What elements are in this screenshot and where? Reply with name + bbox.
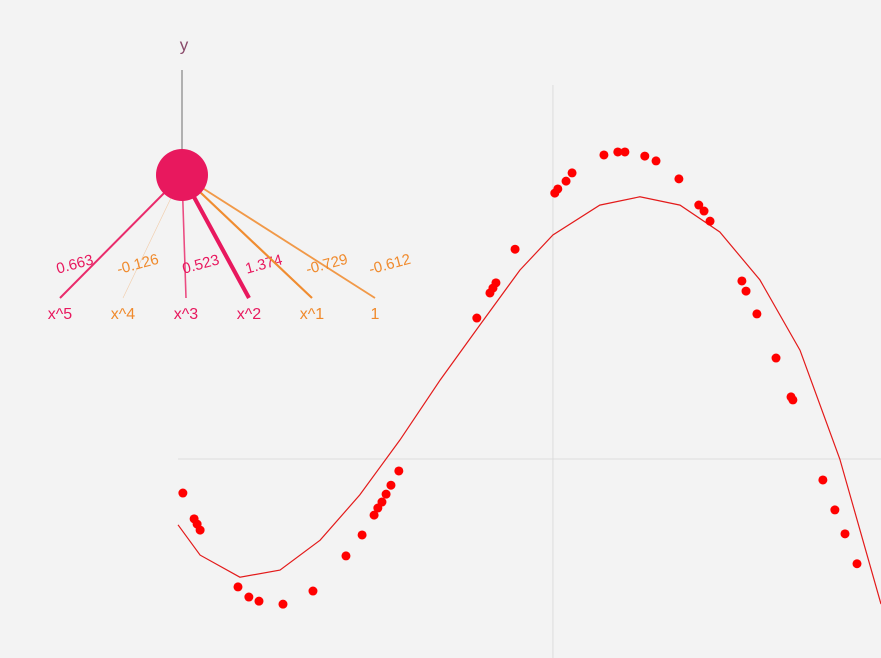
weight-label: 0.523 bbox=[181, 251, 222, 277]
point bbox=[278, 599, 288, 609]
input-label: x^1 bbox=[300, 306, 325, 323]
point bbox=[674, 174, 684, 184]
point bbox=[852, 559, 862, 569]
output-node bbox=[156, 149, 208, 201]
weight-label: -0.612 bbox=[367, 251, 412, 278]
point bbox=[752, 309, 762, 319]
point bbox=[830, 505, 840, 515]
weight-label: -0.729 bbox=[304, 251, 349, 278]
point bbox=[788, 395, 798, 405]
point bbox=[491, 278, 501, 288]
point bbox=[613, 147, 623, 157]
point bbox=[377, 497, 387, 507]
point bbox=[233, 582, 243, 592]
input-label: x^3 bbox=[174, 306, 199, 323]
point bbox=[553, 184, 563, 194]
weight-label: 0.663 bbox=[55, 251, 96, 277]
point bbox=[357, 530, 367, 540]
point bbox=[254, 596, 264, 606]
point bbox=[381, 489, 391, 499]
weight-label: -0.126 bbox=[115, 251, 160, 278]
point bbox=[386, 480, 396, 490]
point bbox=[705, 216, 715, 226]
weight-link bbox=[59, 174, 183, 299]
point bbox=[394, 466, 404, 476]
point bbox=[640, 151, 650, 161]
point bbox=[561, 176, 571, 186]
point bbox=[472, 313, 482, 323]
point bbox=[567, 168, 577, 178]
point bbox=[694, 200, 704, 210]
input-label: x^4 bbox=[111, 306, 136, 323]
point bbox=[771, 353, 781, 363]
input-label: 1 bbox=[371, 306, 380, 323]
point bbox=[620, 147, 630, 157]
point bbox=[308, 586, 318, 596]
input-label: x^5 bbox=[48, 306, 73, 323]
fit-curve bbox=[177, 196, 881, 605]
point bbox=[818, 475, 828, 485]
point bbox=[244, 592, 254, 602]
point bbox=[741, 286, 751, 296]
point bbox=[341, 551, 351, 561]
point bbox=[599, 150, 609, 160]
point bbox=[510, 244, 520, 254]
point bbox=[178, 488, 188, 498]
point bbox=[840, 529, 850, 539]
weight-link bbox=[181, 174, 376, 299]
point bbox=[699, 206, 709, 216]
point bbox=[737, 276, 747, 286]
point bbox=[651, 156, 661, 166]
weight-link bbox=[181, 174, 313, 299]
input-label: x^2 bbox=[237, 306, 262, 323]
point bbox=[195, 525, 205, 535]
output-label: y bbox=[180, 35, 189, 54]
point bbox=[369, 510, 379, 520]
